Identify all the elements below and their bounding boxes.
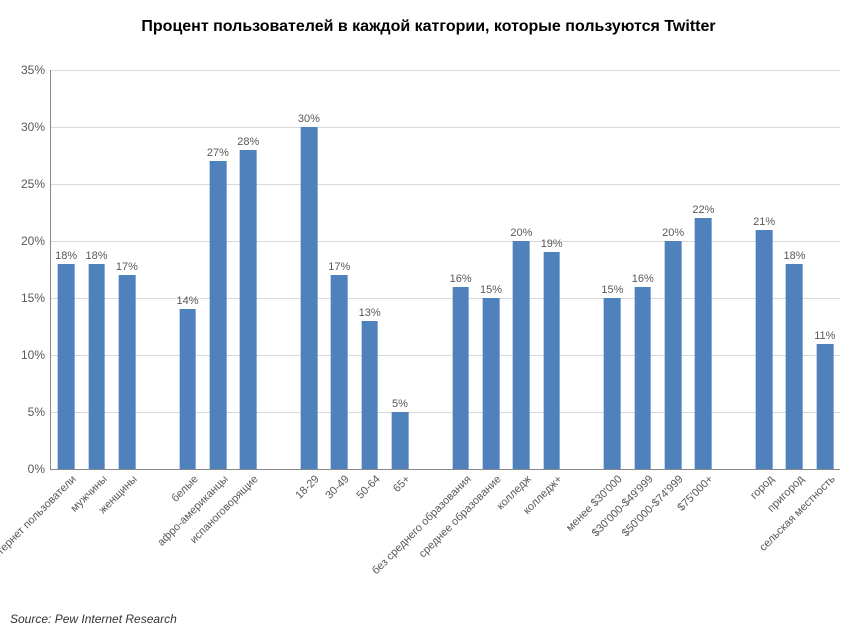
bar-slot: 22%$75'000+ bbox=[688, 70, 718, 469]
bar-value-label: 11% bbox=[814, 330, 835, 342]
bar: 28% bbox=[240, 150, 257, 469]
y-tick-label: 20% bbox=[21, 234, 51, 248]
x-tick-label: 30-49 bbox=[319, 469, 352, 502]
bar-slot bbox=[567, 70, 597, 469]
bar-value-label: 16% bbox=[450, 273, 472, 285]
bar-slot: 14%белые bbox=[172, 70, 202, 469]
bar: 30% bbox=[301, 127, 318, 469]
bar-slot: 15%менее $30'000 bbox=[597, 70, 627, 469]
chart-source-label: Source: Pew Internet Research bbox=[10, 612, 177, 626]
x-tick-label: 50-64 bbox=[350, 469, 383, 502]
bar-slot: 20%колледж bbox=[506, 70, 536, 469]
bar-value-label: 28% bbox=[237, 136, 259, 148]
y-tick-label: 15% bbox=[21, 291, 51, 305]
plot-area: 0%5%10%15%20%25%30%35%18%все интернет по… bbox=[50, 70, 840, 470]
bar-slot: 21%город bbox=[749, 70, 779, 469]
bar-value-label: 15% bbox=[601, 284, 623, 296]
bar: 14% bbox=[179, 309, 196, 469]
bar-slot: 20%$50'000-$74'999 bbox=[658, 70, 688, 469]
bar: 19% bbox=[543, 252, 560, 469]
bar-value-label: 19% bbox=[541, 238, 563, 250]
y-tick-label: 25% bbox=[21, 177, 51, 191]
bar-slot bbox=[263, 70, 293, 469]
bar: 18% bbox=[88, 264, 105, 469]
bar-value-label: 16% bbox=[632, 273, 654, 285]
chart-container: Процент пользователей в каждой катгории,… bbox=[0, 0, 857, 634]
x-tick-label: все интернет пользователи bbox=[0, 469, 79, 580]
chart-title: Процент пользователей в каждой катгории,… bbox=[0, 0, 857, 36]
bar-value-label: 20% bbox=[510, 227, 532, 239]
bar-slot: 18%все интернет пользователи bbox=[51, 70, 81, 469]
bar: 22% bbox=[695, 218, 712, 469]
bar-slot bbox=[142, 70, 172, 469]
bar-slot bbox=[415, 70, 445, 469]
bar: 20% bbox=[665, 241, 682, 469]
bar: 17% bbox=[331, 275, 348, 469]
bar-value-label: 18% bbox=[86, 250, 108, 262]
x-tick-label: 65+ bbox=[387, 469, 413, 495]
bar-slot: 17%женщины bbox=[112, 70, 142, 469]
bar-slot: 18%пригород bbox=[779, 70, 809, 469]
y-tick-label: 35% bbox=[21, 63, 51, 77]
bar-value-label: 17% bbox=[328, 261, 350, 273]
bar-slot: 16%$30'000-$49'999 bbox=[628, 70, 658, 469]
bar: 20% bbox=[513, 241, 530, 469]
bar-value-label: 20% bbox=[662, 227, 684, 239]
bar-slot: 30%18-29 bbox=[294, 70, 324, 469]
bar: 16% bbox=[634, 287, 651, 469]
y-tick-label: 10% bbox=[21, 348, 51, 362]
bar-value-label: 17% bbox=[116, 261, 138, 273]
bar: 5% bbox=[392, 412, 409, 469]
bar: 18% bbox=[786, 264, 803, 469]
bar-slot: 17%30-49 bbox=[324, 70, 354, 469]
bar-slot: 28%испаноговорящие bbox=[233, 70, 263, 469]
bar-slot: 27%афро-американцы bbox=[203, 70, 233, 469]
bar: 13% bbox=[361, 321, 378, 469]
bar-value-label: 22% bbox=[692, 204, 714, 216]
y-tick-label: 30% bbox=[21, 120, 51, 134]
bar-slot bbox=[719, 70, 749, 469]
bar-value-label: 27% bbox=[207, 147, 229, 159]
bar: 17% bbox=[119, 275, 136, 469]
y-tick-label: 0% bbox=[28, 462, 51, 476]
bar-value-label: 14% bbox=[177, 295, 199, 307]
bar: 18% bbox=[58, 264, 75, 469]
bar-slot: 15%среднее образование bbox=[476, 70, 506, 469]
bar: 11% bbox=[816, 344, 833, 469]
bar-value-label: 13% bbox=[359, 307, 381, 319]
bar: 27% bbox=[210, 161, 227, 469]
bar-value-label: 21% bbox=[753, 216, 775, 228]
bar-value-label: 5% bbox=[392, 398, 408, 410]
bar-slot: 5%65+ bbox=[385, 70, 415, 469]
x-tick-label: 18-29 bbox=[289, 469, 322, 502]
bar: 16% bbox=[452, 287, 469, 469]
bar-value-label: 18% bbox=[55, 250, 77, 262]
bar: 15% bbox=[483, 298, 500, 469]
bar-slot: 18%мужчины bbox=[81, 70, 111, 469]
bar-slot: 11%сельская местность bbox=[810, 70, 840, 469]
bar-value-label: 30% bbox=[298, 113, 320, 125]
bar-slot: 19%колледж+ bbox=[537, 70, 567, 469]
bar-slot: 16%без среднего образования bbox=[446, 70, 476, 469]
bar-value-label: 15% bbox=[480, 284, 502, 296]
bar-slot: 13%50-64 bbox=[354, 70, 384, 469]
y-tick-label: 5% bbox=[28, 405, 51, 419]
bar: 21% bbox=[756, 230, 773, 469]
bar-value-label: 18% bbox=[783, 250, 805, 262]
bar: 15% bbox=[604, 298, 621, 469]
